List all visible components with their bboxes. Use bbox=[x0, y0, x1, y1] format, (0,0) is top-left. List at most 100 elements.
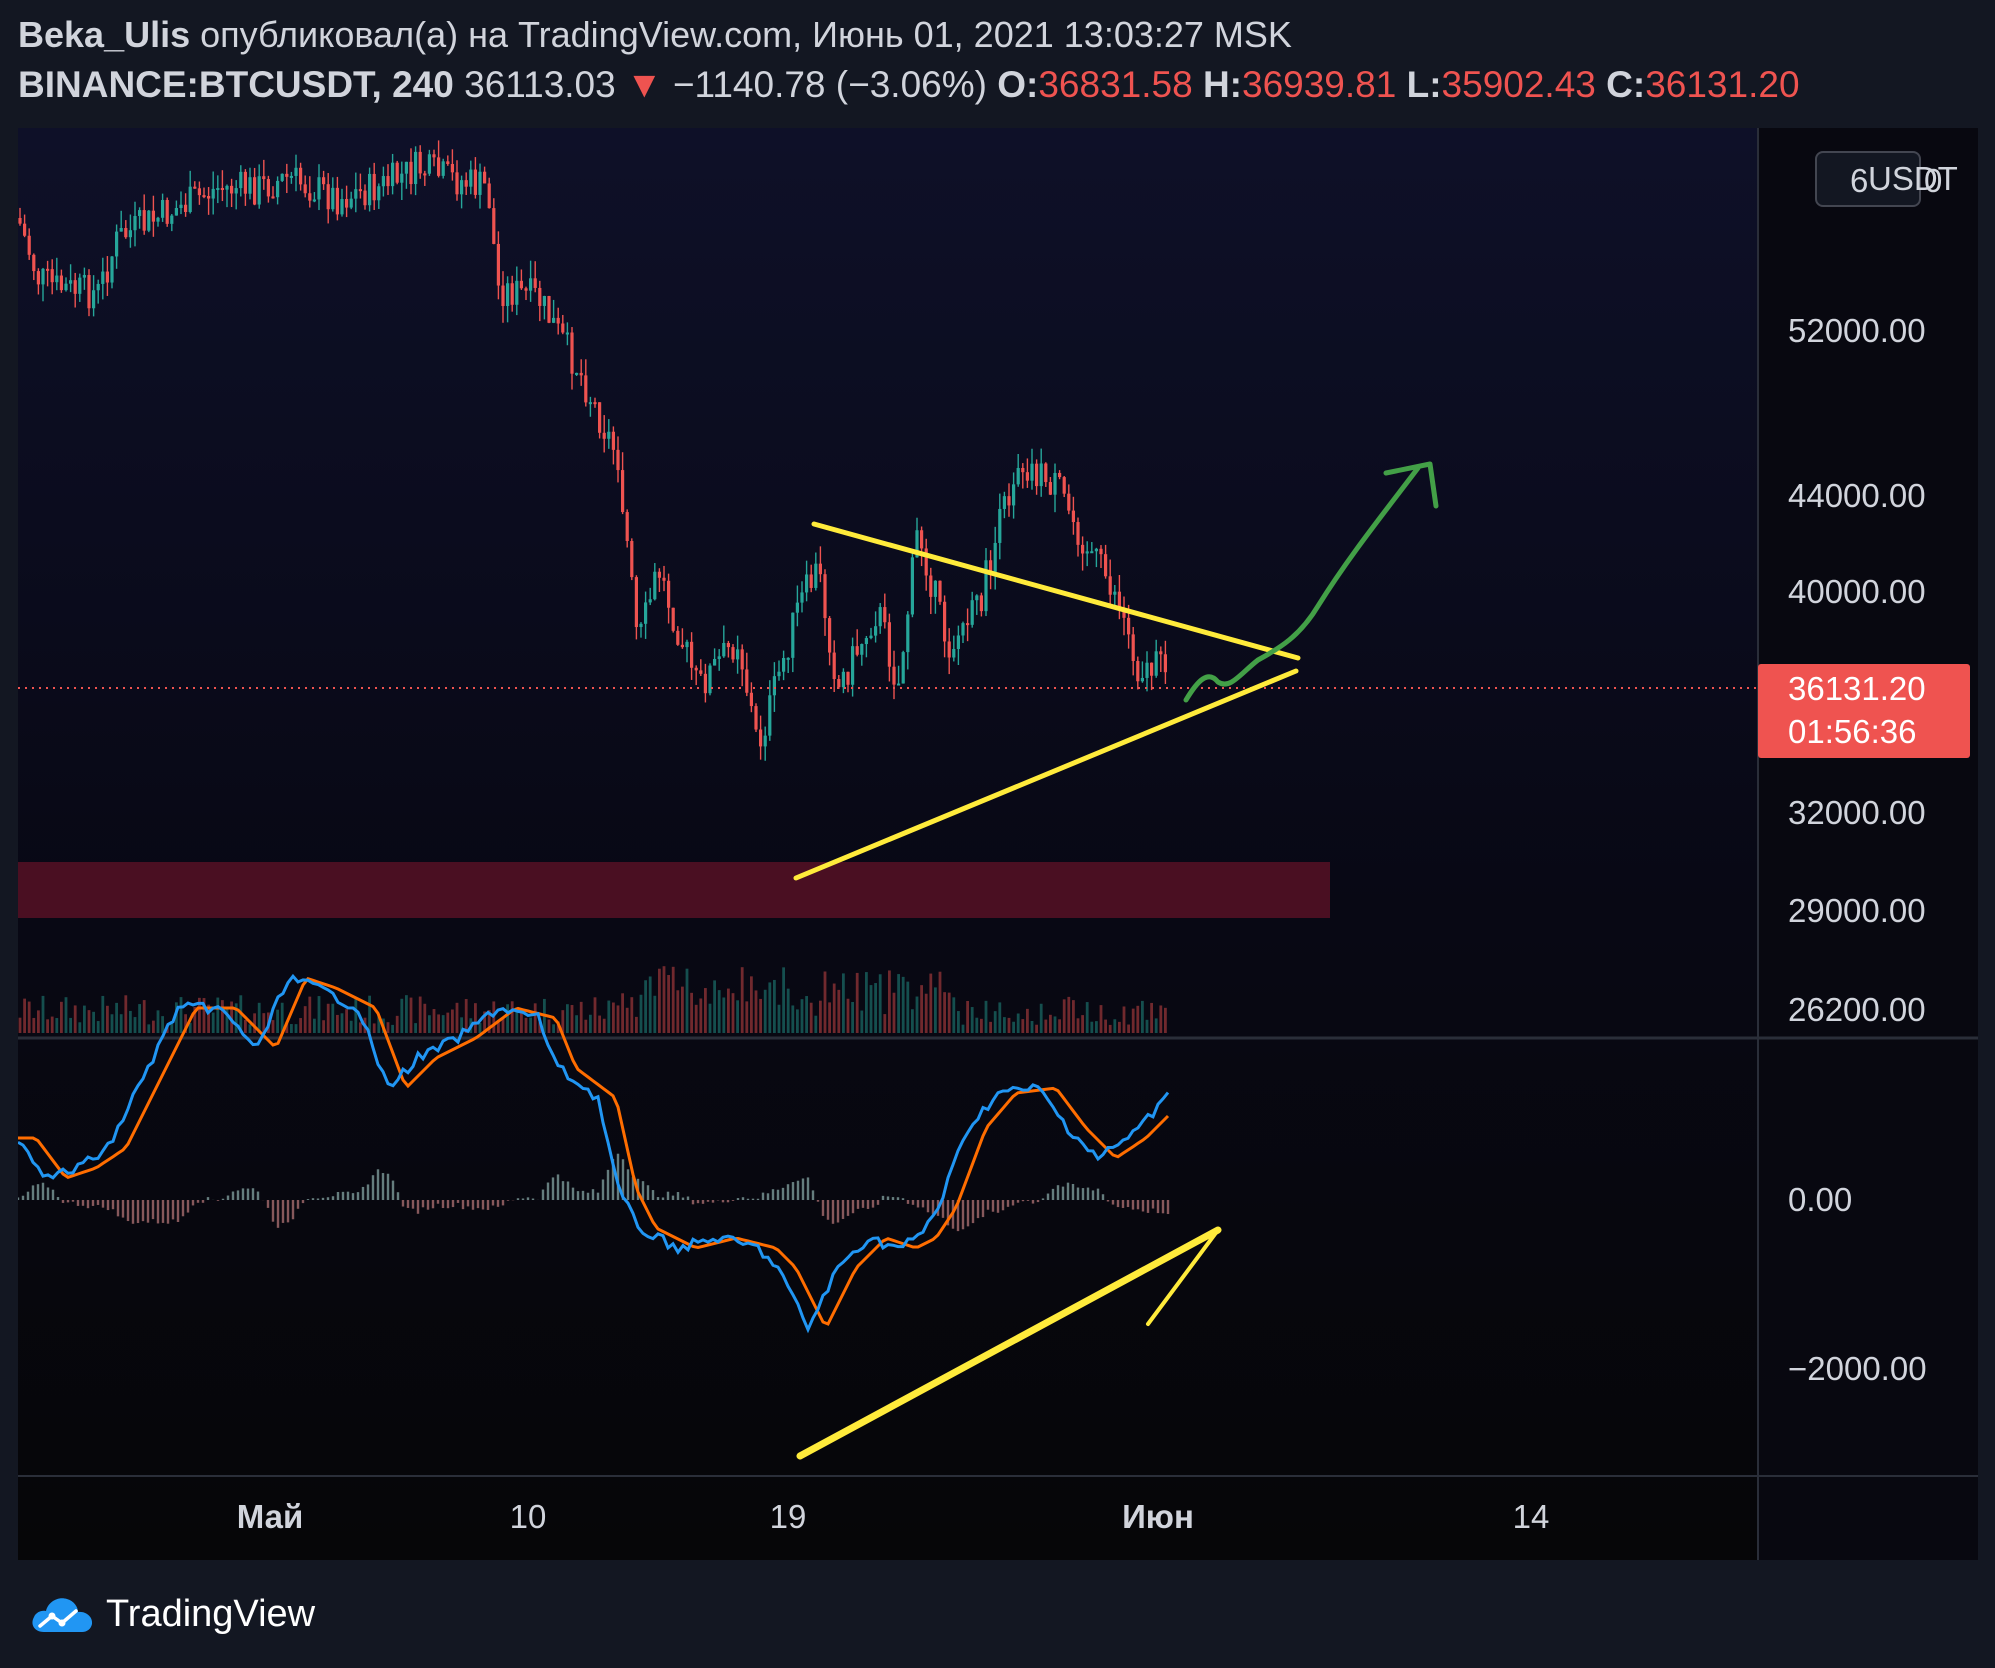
candle[interactable] bbox=[243, 169, 247, 206]
candle[interactable] bbox=[1159, 646, 1163, 673]
candle[interactable] bbox=[860, 643, 864, 666]
candle[interactable] bbox=[1007, 483, 1011, 517]
candle[interactable] bbox=[262, 159, 266, 190]
candle[interactable] bbox=[864, 635, 868, 658]
candle[interactable] bbox=[556, 307, 560, 335]
candle[interactable] bbox=[87, 269, 91, 317]
candle[interactable] bbox=[41, 267, 45, 302]
candle[interactable] bbox=[1048, 477, 1052, 496]
candle[interactable] bbox=[119, 210, 123, 232]
upper-trendline[interactable] bbox=[811, 521, 1301, 661]
candle[interactable] bbox=[331, 177, 335, 212]
candle[interactable] bbox=[634, 575, 638, 640]
currency-badge[interactable] bbox=[1815, 151, 1921, 207]
support-zone[interactable] bbox=[18, 862, 1330, 918]
candle[interactable] bbox=[726, 640, 730, 658]
candle[interactable] bbox=[115, 224, 119, 269]
candle[interactable] bbox=[598, 402, 602, 439]
candle[interactable] bbox=[938, 580, 942, 605]
candle[interactable] bbox=[1035, 459, 1039, 495]
candle[interactable] bbox=[395, 160, 399, 185]
divergence-trendline[interactable] bbox=[796, 1226, 1222, 1460]
candle[interactable] bbox=[625, 509, 629, 548]
candle[interactable] bbox=[1117, 574, 1121, 620]
candle[interactable] bbox=[285, 163, 289, 194]
candle[interactable] bbox=[1012, 472, 1016, 519]
candle[interactable] bbox=[1058, 470, 1062, 480]
candle[interactable] bbox=[193, 181, 197, 189]
candle[interactable] bbox=[524, 286, 528, 301]
candle[interactable] bbox=[1021, 463, 1025, 489]
candle[interactable] bbox=[386, 164, 390, 195]
candle[interactable] bbox=[427, 149, 431, 176]
candle[interactable] bbox=[1108, 559, 1112, 607]
candle[interactable] bbox=[400, 161, 404, 201]
candle[interactable] bbox=[271, 186, 275, 199]
candle[interactable] bbox=[800, 581, 804, 613]
candle[interactable] bbox=[565, 322, 569, 346]
candle[interactable] bbox=[492, 198, 496, 245]
candle[interactable] bbox=[841, 668, 845, 694]
candle[interactable] bbox=[979, 592, 983, 617]
candle[interactable] bbox=[207, 187, 211, 215]
candle[interactable] bbox=[814, 552, 818, 591]
candle[interactable] bbox=[501, 271, 505, 323]
candle[interactable] bbox=[1094, 547, 1098, 568]
candle[interactable] bbox=[878, 603, 882, 634]
candle[interactable] bbox=[717, 649, 721, 671]
candle[interactable] bbox=[685, 639, 689, 663]
candle[interactable] bbox=[538, 280, 542, 322]
candle[interactable] bbox=[593, 397, 597, 408]
candle[interactable] bbox=[1140, 661, 1144, 683]
candle[interactable] bbox=[731, 644, 735, 663]
candle[interactable] bbox=[616, 436, 620, 483]
candle[interactable] bbox=[216, 175, 220, 204]
candle[interactable] bbox=[552, 299, 556, 324]
candle[interactable] bbox=[966, 608, 970, 642]
macd-line[interactable] bbox=[18, 973, 1170, 1334]
candle[interactable] bbox=[59, 269, 63, 293]
candle[interactable] bbox=[837, 674, 841, 689]
candle[interactable] bbox=[50, 259, 54, 295]
candle[interactable] bbox=[82, 267, 86, 290]
candle[interactable] bbox=[294, 154, 298, 192]
candle[interactable] bbox=[280, 173, 284, 183]
candle[interactable] bbox=[1071, 496, 1075, 535]
candle[interactable] bbox=[496, 231, 500, 300]
candle[interactable] bbox=[202, 187, 206, 199]
candle[interactable] bbox=[32, 253, 36, 281]
candle[interactable] bbox=[253, 167, 257, 206]
candle[interactable] bbox=[69, 264, 73, 293]
candle[interactable] bbox=[147, 209, 151, 233]
chart-canvas[interactable]: 6 USDT 0 52000.00 44000.00 40000.00 3200… bbox=[18, 128, 1978, 1560]
candle[interactable] bbox=[832, 640, 836, 693]
candle[interactable] bbox=[828, 615, 832, 666]
candle[interactable] bbox=[450, 149, 454, 181]
candle[interactable] bbox=[947, 628, 951, 675]
candle[interactable] bbox=[1085, 541, 1089, 567]
candle[interactable] bbox=[818, 546, 822, 583]
candle[interactable] bbox=[1081, 536, 1085, 571]
candle[interactable] bbox=[984, 548, 988, 617]
candle[interactable] bbox=[345, 185, 349, 218]
candle[interactable] bbox=[575, 372, 579, 377]
candle[interactable] bbox=[754, 703, 758, 733]
candle[interactable] bbox=[460, 175, 464, 209]
candle[interactable] bbox=[128, 214, 132, 248]
candle[interactable] bbox=[1131, 626, 1135, 676]
candle[interactable] bbox=[124, 220, 128, 239]
candle[interactable] bbox=[653, 563, 657, 601]
candle[interactable] bbox=[1150, 662, 1154, 691]
candle[interactable] bbox=[110, 256, 114, 289]
candle[interactable] bbox=[795, 585, 799, 627]
candle[interactable] bbox=[906, 611, 910, 670]
candle[interactable] bbox=[372, 162, 376, 210]
candle[interactable] bbox=[142, 194, 146, 235]
candle[interactable] bbox=[1016, 453, 1020, 487]
candle[interactable] bbox=[602, 415, 606, 453]
candle[interactable] bbox=[515, 266, 519, 316]
candle[interactable] bbox=[23, 214, 27, 238]
candle[interactable] bbox=[910, 553, 914, 618]
candle[interactable] bbox=[363, 184, 367, 210]
candle[interactable] bbox=[607, 419, 611, 449]
